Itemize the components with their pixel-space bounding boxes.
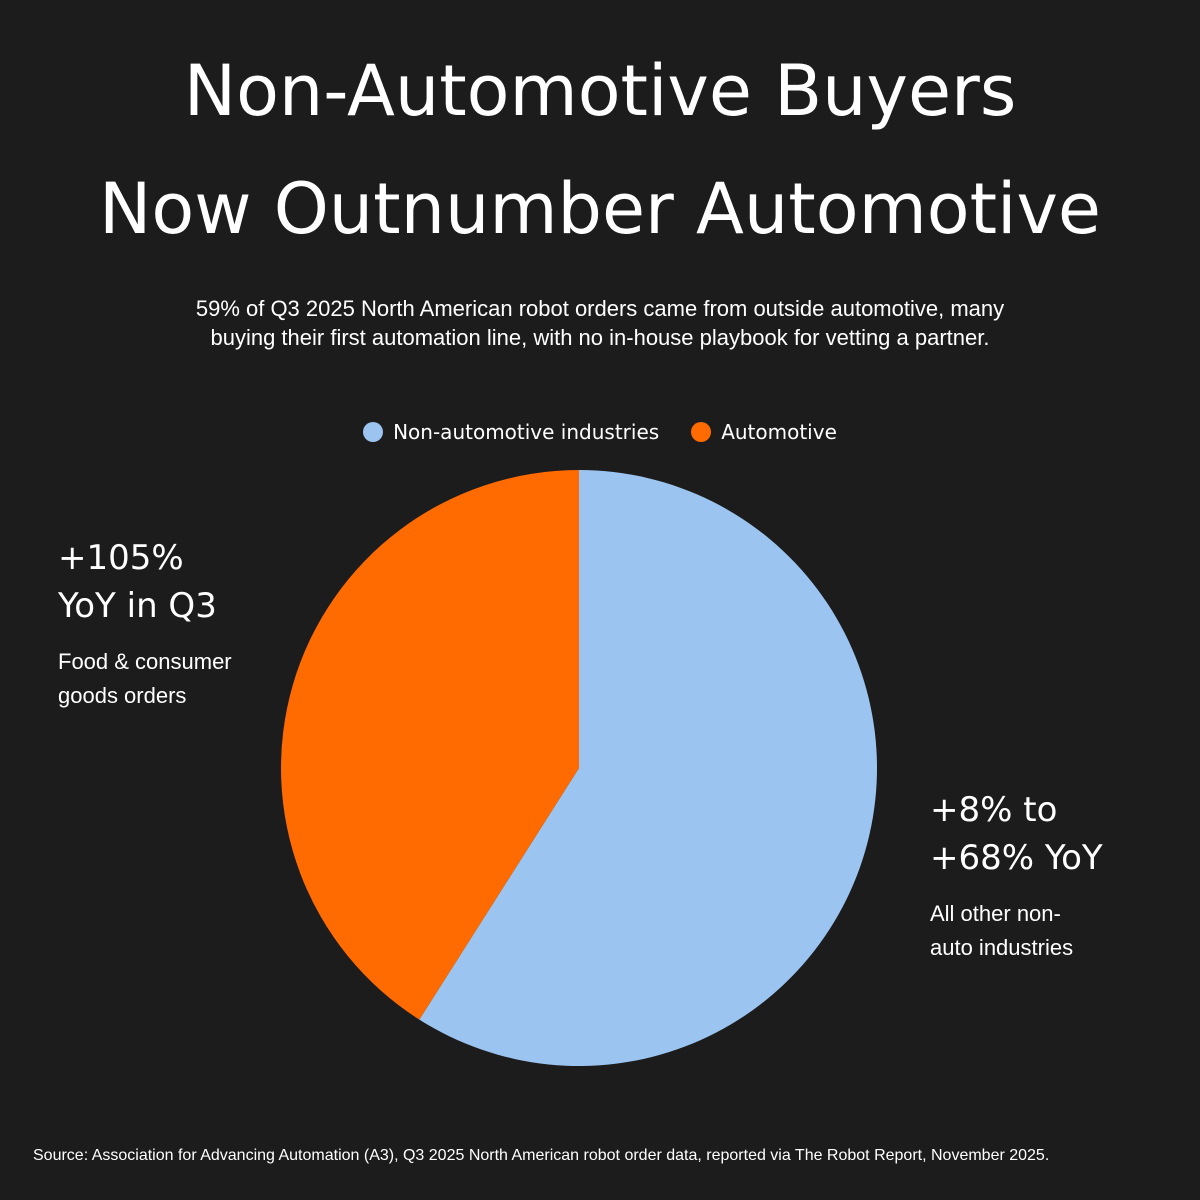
legend-label-non-automotive: Non-automotive industries	[393, 420, 660, 444]
legend-item-non-automotive: Non-automotive industries	[363, 418, 659, 446]
callout-right-desc-line-1: All other non-	[930, 901, 1061, 926]
callout-right-desc-line-2: auto industries	[930, 935, 1074, 960]
callout-right-stat-line-2: +68% YoY	[930, 838, 1103, 878]
legend-label-automotive: Automotive	[721, 420, 837, 444]
callout-right-stat-line-1: +8% to	[930, 790, 1058, 830]
callout-left-stat-line-2: YoY in Q3	[58, 586, 217, 626]
pie-slice-non-automotive-industries	[419, 470, 877, 1066]
callout-left-stat-line-1: +105%	[58, 538, 184, 578]
chart-legend: Non-automotive industries Automotive	[0, 418, 1200, 446]
source-note: Source: Association for Advancing Automa…	[33, 1147, 1050, 1164]
title-line-1: Non-Automotive Buyers	[183, 50, 1017, 132]
pie-slice-automotive	[280, 470, 579, 1020]
legend-swatch-non-automotive	[363, 422, 384, 442]
title-line-2: Now Outnumber Automotive	[99, 168, 1101, 250]
callout-left-desc-line-1: Food & consumer	[58, 649, 232, 674]
legend-item-automotive: Automotive	[691, 418, 837, 446]
legend-swatch-automotive	[691, 422, 712, 442]
callout-left-desc-line-2: goods orders	[58, 683, 187, 708]
subtitle-line-2: buying their first automation line, with…	[210, 325, 990, 350]
subtitle-line-1: 59% of Q3 2025 North American robot orde…	[195, 296, 1005, 321]
